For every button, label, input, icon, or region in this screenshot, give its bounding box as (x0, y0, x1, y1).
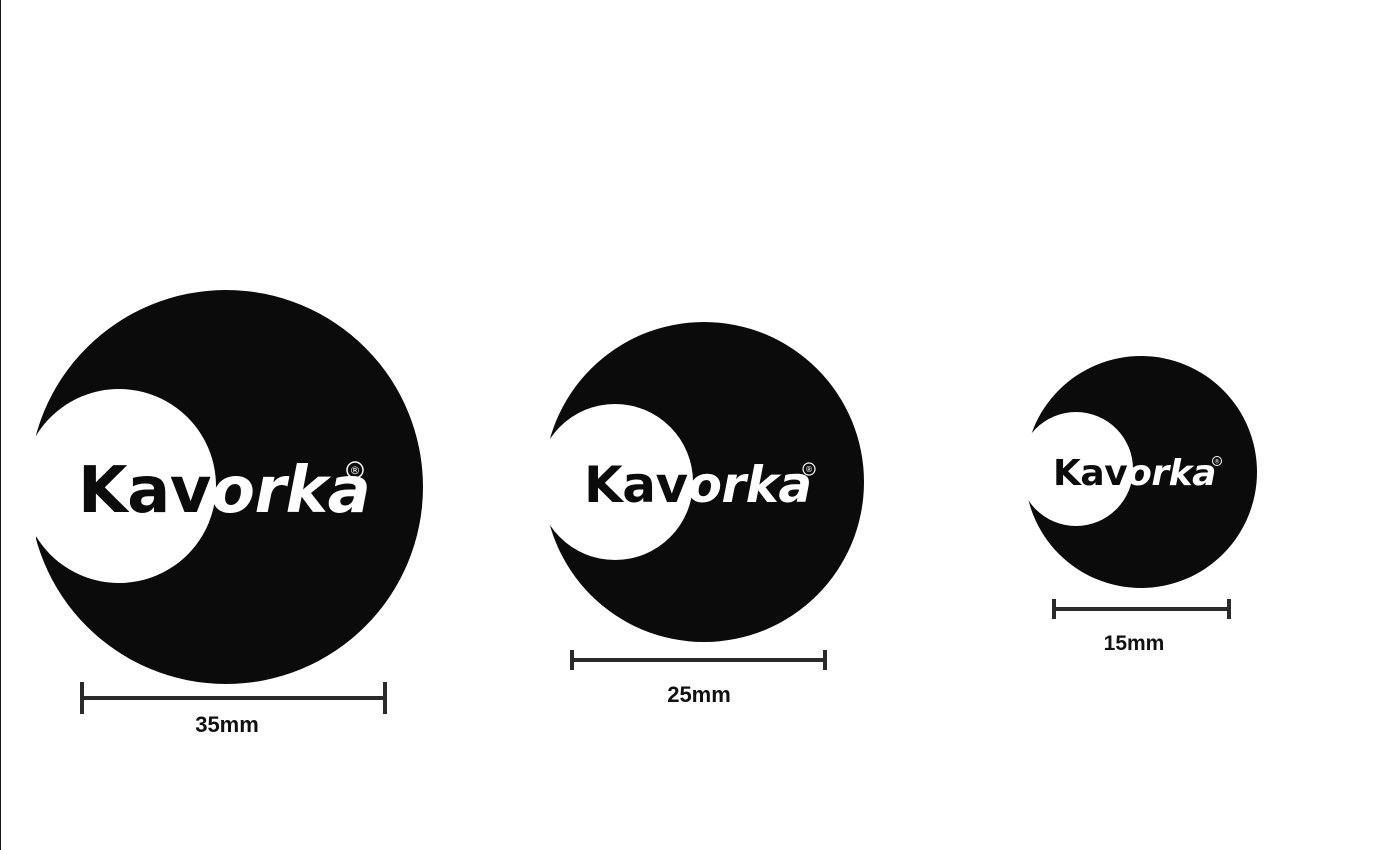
scale-bar-15mm (1052, 599, 1231, 619)
registered-mark: ® (350, 464, 361, 477)
scale-bar-25mm (570, 650, 827, 670)
logo-disc (544, 322, 864, 642)
scale-bar-35mm (80, 682, 387, 714)
logo-crescent-cutout (22, 389, 216, 583)
scale-bar-end-tick (1227, 599, 1231, 619)
size-label-15mm: 15mm (1103, 632, 1165, 655)
logo-text-part-2: orka (688, 456, 812, 514)
logo-text-part-1: Kav (584, 456, 688, 514)
svg-text:Kavorka: Kavorka (78, 454, 370, 528)
logo-text-part-2: orka (211, 454, 370, 528)
logo-text-part-1: Kav (1053, 453, 1127, 494)
left-edge-line (0, 0, 1, 850)
logo-text-part-1: Kav (78, 454, 211, 528)
logo-crescent-cutout (537, 404, 693, 560)
scale-bar-line (80, 696, 387, 700)
registered-mark: ® (1214, 459, 1220, 466)
registered-mark: ® (805, 465, 813, 474)
scale-bar-line (570, 658, 827, 662)
logo-25mm: Kavorka ® (536, 322, 864, 642)
svg-text:Kavorka: Kavorka (1053, 453, 1216, 494)
logo-disc (29, 290, 423, 684)
size-label-35mm: 35mm (195, 712, 259, 737)
size-label-25mm: 25mm (667, 682, 731, 707)
svg-text:Kavorka: Kavorka (584, 456, 812, 514)
scale-bar-end-tick (823, 650, 827, 670)
logo-text-part-2: orka (1127, 453, 1216, 494)
logo-15mm: Kavorka ® (1018, 356, 1257, 588)
scale-bar-line (1052, 607, 1231, 611)
logo-crescent-cutout (1019, 412, 1133, 526)
logo-35mm: Kavorka ® (20, 290, 423, 684)
scale-bar-end-tick (383, 682, 387, 714)
